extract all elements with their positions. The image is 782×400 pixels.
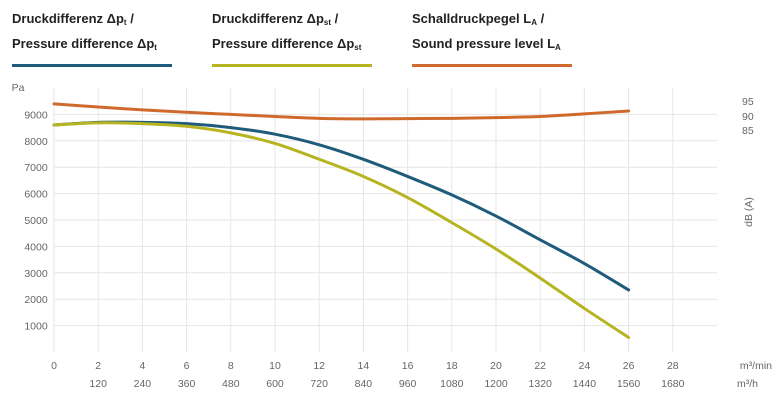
series-line-total-pressure (52, 120, 631, 292)
legend-label: Schalldruckpegel LA / (412, 11, 545, 27)
y-right-tick-label: 90 (742, 111, 754, 123)
x-tick-label: 2 (95, 360, 101, 372)
x2-tick-label: 1320 (529, 378, 553, 390)
legend-item-static-pressure: Druckdifferenz Δpst / Pressure differenc… (212, 8, 372, 67)
y-tick-label: 2000 (24, 294, 48, 306)
series-line-sound-pressure (52, 102, 631, 121)
x-tick-label: 16 (402, 360, 414, 372)
x-axis-label: m³/min (740, 360, 772, 372)
x-tick-label: 8 (228, 360, 234, 372)
x2-tick-label: 120 (89, 378, 107, 390)
y-tick-label: 3000 (24, 268, 48, 280)
x2-tick-label: 1680 (661, 378, 685, 390)
x-tick-label: 12 (313, 360, 325, 372)
x2-tick-label: 960 (399, 378, 417, 390)
series-line-static-pressure (52, 121, 631, 339)
x2-tick-label: 1440 (573, 378, 597, 390)
legend-label-en: Pressure difference Δpst (212, 36, 362, 52)
x-tick-label: 14 (358, 360, 370, 372)
legend-item-total-pressure: Druckdifferenz Δpt / Pressure difference… (12, 8, 172, 67)
x-tick-label: 0 (51, 360, 57, 372)
x2-tick-label: 1560 (617, 378, 641, 390)
legend-item-sound-pressure: Schalldruckpegel LA / Sound pressure lev… (412, 8, 572, 67)
legend-label: Druckdifferenz Δpt / (12, 11, 134, 27)
x-tick-label: 22 (534, 360, 546, 372)
y-right-tick-label: 95 (742, 96, 754, 108)
y-tick-label: 9000 (24, 109, 48, 121)
x-tick-label: 26 (623, 360, 635, 372)
y-tick-label: 1000 (24, 321, 48, 333)
legend-swatch (212, 64, 372, 67)
y-tick-label: 7000 (24, 162, 48, 174)
x2-tick-label: 1200 (484, 378, 508, 390)
y-right-axis-label: dB (A) (743, 197, 755, 227)
legend-swatch (412, 64, 572, 67)
x-tick-label: 10 (269, 360, 281, 372)
x-tick-label: 18 (446, 360, 458, 372)
x2-tick-label: 240 (134, 378, 152, 390)
x-tick-label: 24 (579, 360, 591, 372)
x2-tick-label: 360 (178, 378, 196, 390)
legend-swatch (12, 64, 172, 67)
x-tick-label: 20 (490, 360, 502, 372)
x-tick-label: 28 (667, 360, 679, 372)
x2-tick-label: 840 (355, 378, 373, 390)
x-tick-label: 4 (139, 360, 145, 372)
legend-label-en: Sound pressure level LA (412, 36, 561, 52)
y-tick-label: 6000 (24, 189, 48, 201)
x2-tick-label: 1080 (440, 378, 464, 390)
legend-label-en: Pressure difference Δpt (12, 36, 157, 52)
y-right-tick-label: 85 (742, 125, 754, 137)
legend-label: Druckdifferenz Δpst / (212, 11, 339, 27)
y-tick-label: 5000 (24, 215, 48, 227)
y-axis-label: Pa (12, 82, 25, 94)
x2-tick-label: 600 (266, 378, 284, 390)
y-tick-label: 8000 (24, 136, 48, 148)
x2-tick-label: 480 (222, 378, 240, 390)
x-tick-label: 6 (184, 360, 190, 372)
x2-axis-label: m³/h (737, 378, 758, 390)
x2-tick-label: 720 (310, 378, 328, 390)
y-tick-label: 4000 (24, 241, 48, 253)
